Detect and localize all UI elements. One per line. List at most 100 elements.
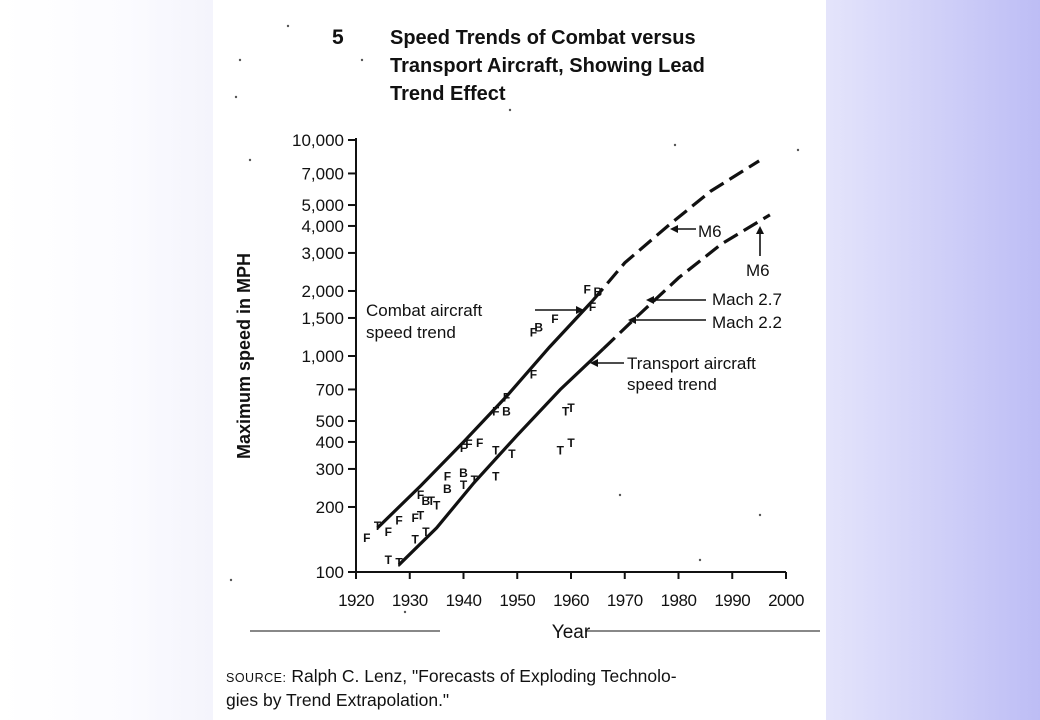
- y-tick-label: 100: [316, 563, 344, 582]
- data-point-T: T: [422, 525, 430, 539]
- x-tick-label: 1960: [553, 591, 589, 610]
- y-tick-label: 7,000: [301, 164, 344, 183]
- annotation-m6-upper-arrowhead: [670, 225, 678, 233]
- figure-number: 5: [332, 26, 344, 49]
- scan-speck: [796, 148, 800, 152]
- figure-title-line-2: Transport Aircraft, Showing Lead: [390, 55, 705, 77]
- annotation-m6-upper: M6: [698, 222, 722, 241]
- data-point-F: F: [530, 367, 537, 381]
- annotation-mach-22: Mach 2.2: [712, 313, 782, 332]
- annotation-m6-lower-arrowhead: [756, 226, 764, 234]
- scan-speck: [758, 513, 762, 517]
- scan-speck: [508, 108, 512, 112]
- data-point-F: F: [444, 469, 451, 483]
- data-point-T: T: [562, 404, 570, 418]
- annotation-transport-label: Transport aircraft: [627, 354, 756, 373]
- data-point-T: T: [471, 473, 479, 487]
- x-axis-title: Year: [552, 622, 591, 643]
- right-decorative-panel: [826, 0, 1040, 720]
- annotation-mach-27: Mach 2.7: [712, 290, 782, 309]
- data-point-F: F: [492, 404, 499, 418]
- x-tick-label: 2000: [768, 591, 804, 610]
- data-point-T: T: [492, 443, 500, 457]
- data-point-F: F: [395, 514, 402, 528]
- x-tick-label: 1970: [607, 591, 643, 610]
- figure-title: Speed Trends of Combat versus Transport …: [390, 24, 810, 108]
- y-tick-label: 1,500: [301, 309, 344, 328]
- annotation-mach-22-arrowhead: [628, 316, 636, 324]
- annotation-m6-lower: M6: [746, 261, 770, 280]
- data-point-T: T: [385, 553, 393, 567]
- scan-speck: [673, 143, 677, 147]
- data-point-B: B: [534, 320, 543, 334]
- data-point-T: T: [433, 499, 441, 513]
- y-tick-label: 4,000: [301, 217, 344, 236]
- scan-speck: [403, 610, 407, 614]
- y-tick-label: 200: [316, 498, 344, 517]
- data-point-T: T: [567, 436, 575, 450]
- trend-line-solid-2: [397, 347, 605, 566]
- annotations: Combat aircraft speed trend Transport airc…: [229, 24, 800, 614]
- x-tick-label: 1930: [392, 591, 428, 610]
- scanned-page: [213, 0, 826, 720]
- figure-title-line-1: Speed Trends of Combat versus: [390, 27, 696, 49]
- data-point-F: F: [385, 525, 392, 539]
- scan-speck: [698, 558, 702, 562]
- scan-speck: [286, 24, 290, 28]
- scan-speck: [238, 58, 242, 62]
- annotation-transport-arrowhead: [590, 359, 598, 367]
- scan-speck: [618, 493, 622, 497]
- figure-title-line-3: Trend Effect: [390, 83, 506, 105]
- data-point-T: T: [557, 443, 565, 457]
- y-axis-title: Maximum speed in MPH: [234, 253, 254, 459]
- y-tick-label: 1,000: [301, 347, 344, 366]
- x-tick-label: 1990: [714, 591, 750, 610]
- source-text-line-2: gies by Trend Extrapolation.": [226, 690, 450, 710]
- data-point-F: F: [551, 312, 558, 326]
- data-point-F: F: [530, 325, 537, 339]
- y-tick-label: 3,000: [301, 244, 344, 263]
- y-tick-label: 300: [316, 460, 344, 479]
- left-margin: [0, 0, 213, 720]
- data-point-F: F: [503, 390, 510, 404]
- data-point-F: F: [411, 511, 418, 525]
- scan-speck: [360, 58, 364, 62]
- source-text-line-1: Ralph C. Lenz, "Forecasts of Exploding T…: [291, 666, 677, 686]
- annotation-combat-arrowhead: [576, 306, 584, 314]
- data-point-B: B: [502, 404, 511, 418]
- trend-lines: [376, 159, 771, 566]
- data-point-T: T: [374, 519, 382, 533]
- data-point-T: T: [492, 469, 500, 483]
- data-point-F: F: [363, 531, 370, 545]
- data-point-B: B: [594, 285, 603, 299]
- data-point-B: B: [422, 494, 431, 508]
- data-point-T: T: [567, 401, 575, 415]
- data-point-T: T: [417, 508, 425, 522]
- data-point-F: F: [476, 436, 483, 450]
- y-tick-label: 10,000: [292, 131, 344, 150]
- scan-speck: [234, 95, 238, 99]
- data-point-T: T: [411, 532, 419, 546]
- x-tick-label: 1920: [338, 591, 374, 610]
- x-tick-label: 1950: [499, 591, 535, 610]
- x-tick-label: 1980: [661, 591, 697, 610]
- source-label: SOURCE:: [226, 671, 287, 685]
- axes: 10,000 7,000 5,000 4,000 3,000 2,000 1,500 1,00…: [234, 131, 820, 643]
- data-point-T: T: [508, 447, 516, 461]
- data-point-F: F: [465, 437, 472, 451]
- y-tick-label: 700: [316, 380, 344, 399]
- annotation-transport-label-2: speed trend: [627, 375, 717, 394]
- annotation-mach-27-arrowhead: [646, 296, 654, 304]
- data-point-F: F: [589, 300, 596, 314]
- data-point-T: T: [395, 555, 403, 569]
- annotation-combat-label: Combat aircraft: [366, 301, 482, 320]
- trend-line-dashed-1: [591, 159, 760, 302]
- scan-speck: [229, 578, 233, 582]
- data-point-F: F: [583, 283, 590, 297]
- y-tick-label: 500: [316, 412, 344, 431]
- trend-line-dashed-2: [602, 213, 771, 350]
- data-point-F: F: [417, 488, 424, 502]
- trend-line-solid-1: [376, 299, 594, 530]
- data-point-F: F: [460, 441, 467, 455]
